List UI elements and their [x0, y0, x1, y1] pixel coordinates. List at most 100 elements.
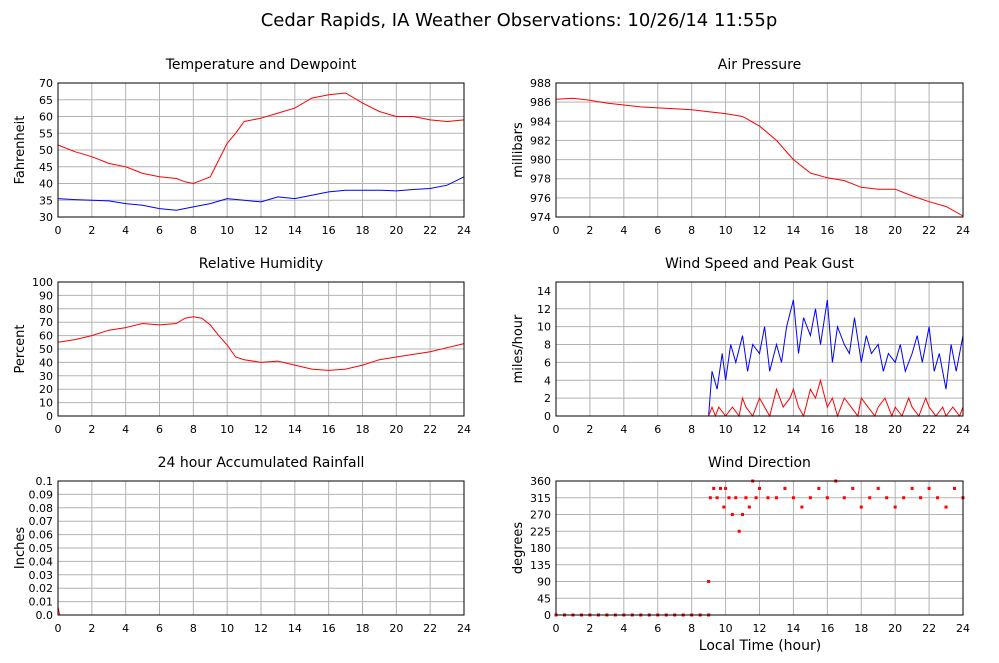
y-tick-label: 50 [39, 343, 53, 356]
x-tick-label: 12 [753, 423, 767, 436]
x-tick-label: 22 [922, 622, 936, 635]
y-axis-label: Fahrenheit [13, 116, 28, 185]
scatter-point [876, 486, 880, 490]
y-tick-label: 0.06 [29, 529, 54, 542]
x-tick-label: 12 [254, 423, 268, 436]
y-tick-label: 70 [39, 77, 53, 90]
plot-frame [57, 281, 465, 417]
scatter-point [944, 505, 948, 509]
x-tick-label: 4 [122, 622, 129, 635]
y-tick-label: 14 [537, 285, 551, 298]
x-tick-label: 2 [586, 224, 593, 237]
scatter-point [936, 496, 940, 500]
y-tick-label: 315 [530, 492, 551, 505]
scatter-point [885, 496, 889, 500]
series-line-0 [57, 92, 465, 185]
scatter-point [902, 496, 906, 500]
x-tick-label: 20 [389, 224, 403, 237]
y-tick-label: 978 [530, 173, 551, 186]
y-tick-label: 180 [530, 542, 551, 555]
x-tick-label: 8 [688, 423, 695, 436]
y-tick-label: 80 [39, 303, 53, 316]
y-tick-label: 0.09 [29, 488, 54, 501]
x-tick-label: 22 [423, 423, 437, 436]
y-tick-label: 986 [530, 96, 551, 109]
x-tick-label: 10 [220, 423, 234, 436]
x-tick-label: 20 [888, 423, 902, 436]
y-axis-label: Inches [13, 527, 28, 569]
series-line-1 [556, 378, 964, 418]
y-tick-label: 0.0 [36, 609, 54, 622]
x-tick-label: 22 [423, 224, 437, 237]
scatter-point [842, 496, 846, 500]
scatter-point [707, 580, 711, 583]
scatter-point [747, 505, 751, 509]
scatter-point [741, 513, 745, 516]
chart-title: Relative Humidity [199, 256, 323, 272]
y-axis-label: millibars [511, 122, 526, 178]
x-tick-label: 20 [389, 423, 403, 436]
x-tick-label: 18 [356, 224, 370, 237]
x-tick-label: 4 [620, 224, 627, 237]
x-tick-label: 20 [389, 622, 403, 635]
x-tick-label: 14 [786, 622, 800, 635]
chart-title: 24 hour Accumulated Rainfall [158, 455, 365, 471]
y-tick-label: 50 [39, 144, 53, 157]
page-title: Cedar Rapids, IA Weather Observations: 1… [261, 10, 778, 31]
x-tick-label: 20 [888, 224, 902, 237]
y-tick-label: 100 [32, 276, 53, 289]
y-tick-label: 360 [530, 475, 551, 488]
x-tick-label: 6 [156, 224, 163, 237]
scatter-point [724, 486, 728, 490]
y-tick-label: 20 [39, 383, 53, 396]
y-tick-label: 225 [530, 525, 551, 538]
scatter-point [800, 505, 804, 509]
y-tick-label: 60 [39, 330, 53, 343]
y-axis-label: Percent [13, 325, 28, 374]
y-tick-label: 65 [39, 94, 53, 107]
y-tick-label: 40 [39, 178, 53, 191]
y-tick-label: 6 [544, 356, 551, 369]
y-axis-label: miles/hour [511, 314, 526, 383]
y-tick-label: 10 [537, 321, 551, 334]
series-line-0 [57, 316, 465, 371]
x-tick-label: 6 [156, 622, 163, 635]
y-tick-label: 135 [530, 559, 551, 572]
scatter-point [718, 486, 722, 490]
x-tick-label: 10 [719, 224, 733, 237]
y-tick-label: 980 [530, 154, 551, 167]
y-tick-label: 974 [530, 211, 551, 224]
x-tick-label: 4 [122, 224, 129, 237]
y-tick-label: 45 [39, 161, 53, 174]
x-tick-label: 20 [888, 622, 902, 635]
scatter-point [758, 486, 761, 490]
y-tick-label: 70 [39, 316, 53, 329]
series-line-0 [556, 299, 964, 417]
x-tick-label: 18 [854, 622, 868, 635]
y-tick-label: 90 [39, 289, 53, 302]
x-tick-label: 14 [288, 622, 302, 635]
y-tick-label: 40 [39, 356, 53, 369]
y-axis-label: degrees [511, 522, 526, 575]
scatter-point [754, 496, 758, 500]
chart-title: Wind Speed and Peak Gust [665, 256, 854, 272]
x-tick-label: 16 [820, 622, 834, 635]
scatter-point [927, 486, 931, 490]
scatter-point [730, 513, 734, 516]
x-tick-label: 6 [654, 423, 661, 436]
x-tick-label: 18 [356, 423, 370, 436]
y-tick-label: 0 [544, 410, 551, 423]
x-tick-label: 0 [553, 423, 560, 436]
y-tick-label: 8 [544, 339, 551, 352]
plot-frame [57, 480, 465, 616]
x-tick-label: 24 [457, 423, 471, 436]
x-tick-label: 0 [55, 622, 62, 635]
scatter-point [727, 496, 731, 500]
scatter-point [953, 486, 957, 490]
plot-frame [555, 281, 964, 417]
x-tick-label: 10 [719, 423, 733, 436]
y-tick-label: 982 [530, 134, 551, 147]
